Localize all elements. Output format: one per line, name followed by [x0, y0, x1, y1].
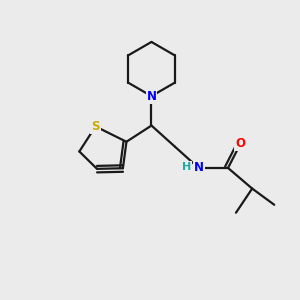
Text: N: N [146, 90, 157, 103]
Text: O: O [236, 137, 245, 150]
Text: H: H [182, 162, 191, 172]
Text: S: S [91, 120, 100, 133]
Text: N: N [194, 161, 204, 175]
